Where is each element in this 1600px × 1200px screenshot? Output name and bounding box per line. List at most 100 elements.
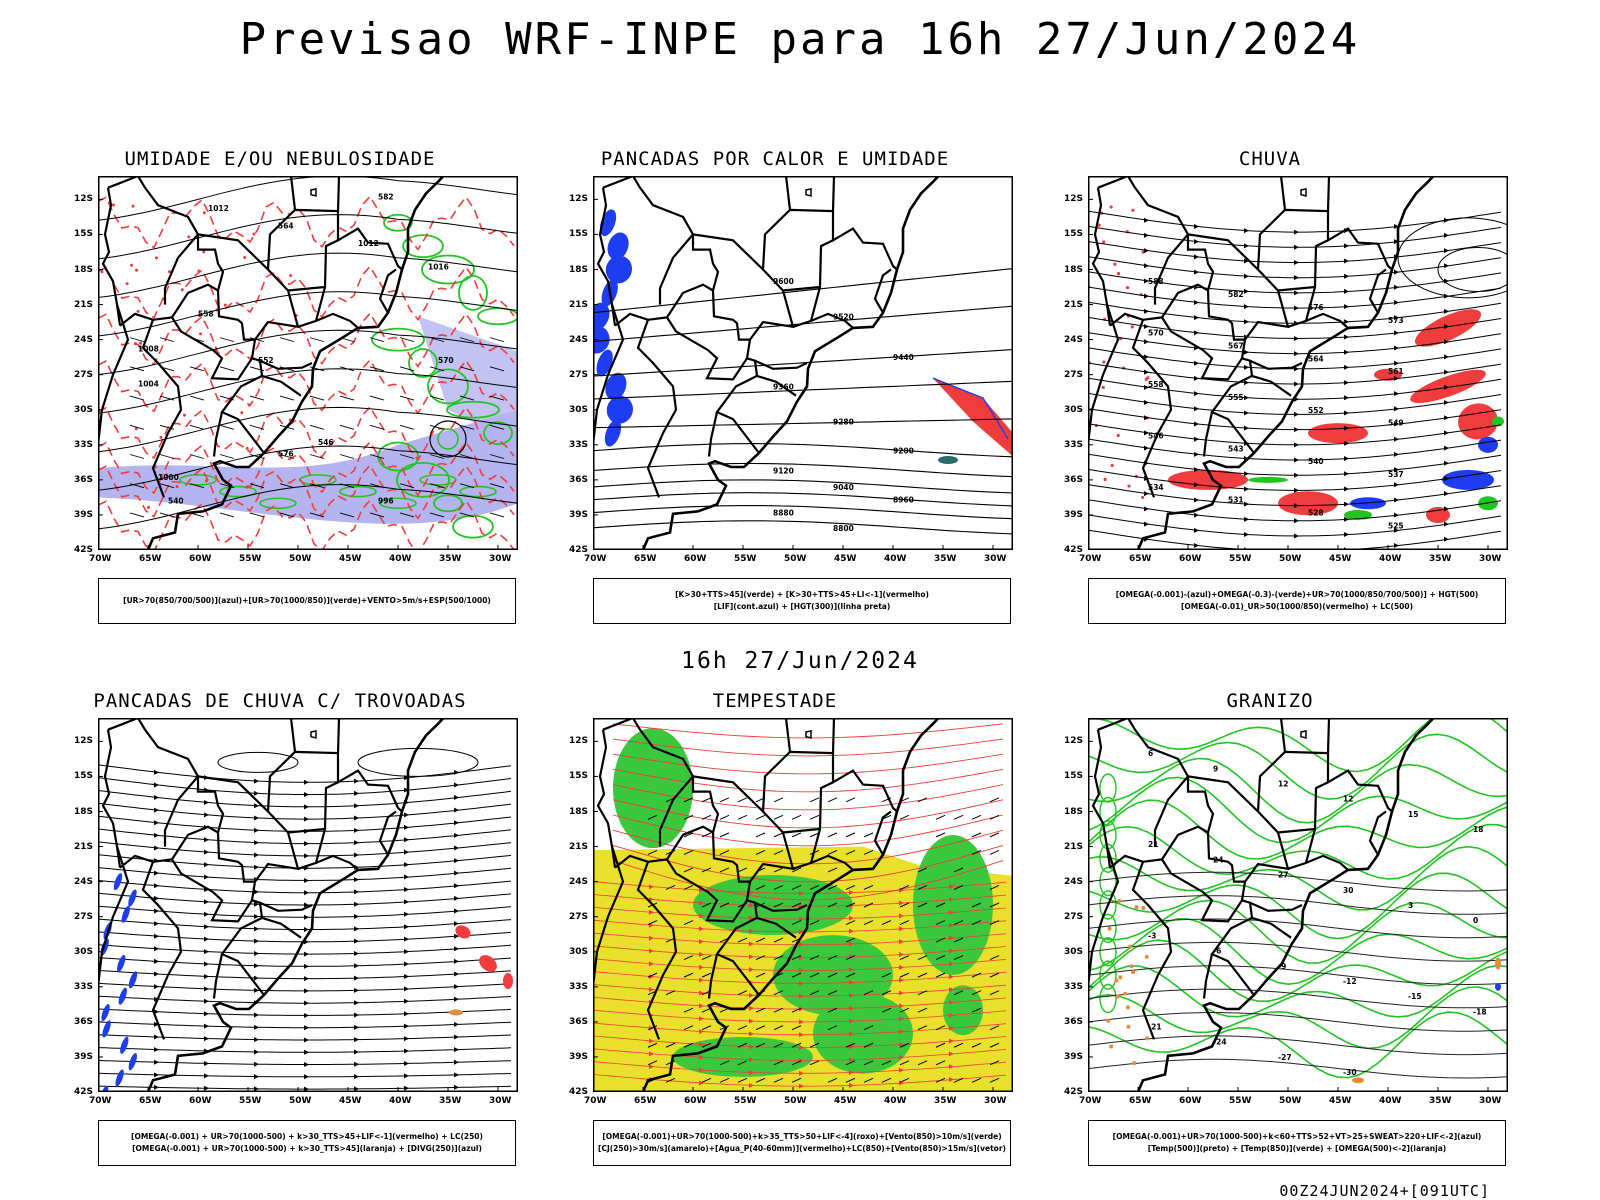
latitude-tick-label: 18S <box>569 807 588 817</box>
stream-arrow <box>1244 274 1249 279</box>
wind-vector <box>340 425 354 429</box>
lc250-streamline <box>358 748 478 776</box>
stream-arrow <box>1294 518 1299 523</box>
contour-label: 3 <box>1408 901 1413 910</box>
contour-label: 567 <box>1228 341 1244 350</box>
wind-vector-850 <box>972 815 981 819</box>
hgt300-contour <box>593 350 1013 377</box>
longitude-tick-label: 65W <box>139 1096 161 1106</box>
latitude-tick-label: 21S <box>74 300 93 310</box>
stream-arrow <box>154 1085 159 1090</box>
stream-arrow <box>454 1060 459 1065</box>
longitude-tick-label: 60W <box>684 554 706 564</box>
contour-label: 1012 <box>208 204 229 213</box>
humidity-speck <box>197 270 200 273</box>
map-content: 1012101210161008100410009965825765705645… <box>98 176 518 550</box>
wind-vector <box>430 425 444 429</box>
longitude-tick-label: 50W <box>289 1096 311 1106</box>
wind-vector-850 <box>864 833 873 837</box>
latitude-tick-label: 27S <box>74 912 93 922</box>
wind-vector <box>310 425 324 429</box>
hgt500-contour <box>1088 409 1501 430</box>
longitude-tick-label: 35W <box>934 554 956 564</box>
stream-arrow <box>254 865 259 870</box>
longitude-tick-label: 35W <box>439 554 461 564</box>
convection-area <box>449 1010 463 1016</box>
latitude-tick-label: 33S <box>569 982 588 992</box>
divergence-area <box>115 954 127 973</box>
humidity-speck <box>203 211 206 214</box>
wind-vector <box>190 396 204 400</box>
legend-line: [K>30+TTS>45](verde) + [K>30+TTS>45+LI<-… <box>675 589 929 601</box>
stream-arrow <box>1244 365 1249 370</box>
hgt500-contour <box>1438 248 1508 292</box>
stream-arrow <box>1194 452 1199 457</box>
latitude-tick-label: 12S <box>1064 736 1083 746</box>
wind-vector <box>400 367 414 371</box>
humidity-low-level-contour <box>453 516 493 538</box>
contour-label: 555 <box>1228 393 1244 402</box>
isobar <box>98 253 518 297</box>
longitude-tick-label: 45W <box>834 554 856 564</box>
stream-arrow <box>1444 248 1449 253</box>
stream-arrow <box>1394 300 1399 305</box>
legend-box: [OMEGA(-0.001)+UR>70(1000-500)+k<60+TTS>… <box>1088 1120 1506 1166</box>
latitude-tick-label: 30S <box>569 405 588 415</box>
longitude-tick-label: 65W <box>634 554 656 564</box>
stream-arrow <box>204 999 209 1004</box>
heat-convection-layer <box>593 207 1013 534</box>
latitude-tick-label: 27S <box>74 370 93 380</box>
stream-arrow <box>154 782 159 787</box>
stream-arrow <box>254 1062 259 1067</box>
rain-omega-area <box>1308 423 1368 443</box>
border-line <box>1155 776 1188 846</box>
stream-arrow <box>204 1086 209 1091</box>
stream-arrow <box>1144 233 1149 238</box>
stream-arrow <box>254 926 259 931</box>
stream-arrow <box>1444 430 1449 435</box>
latitude-tick-label: 27S <box>1064 370 1083 380</box>
omega500-area <box>1145 955 1149 959</box>
contour-label: 573 <box>1388 316 1404 325</box>
longitude-tick-label: 35W <box>1429 1096 1451 1106</box>
temp850-contour <box>1088 777 1508 842</box>
stream-arrow <box>1194 239 1199 244</box>
forecast-map <box>593 718 1013 1092</box>
stream-arrow <box>1344 319 1349 324</box>
stream-arrow <box>154 934 159 939</box>
hgt500-contour <box>1088 226 1501 247</box>
stream-arrow <box>354 877 359 882</box>
wind-vector <box>370 396 384 400</box>
stream-arrow <box>404 1024 409 1029</box>
omega500-area <box>1134 905 1138 909</box>
hgt500-contour <box>1088 454 1501 475</box>
stream-arrow <box>1194 376 1199 381</box>
contour-label: 9040 <box>833 483 854 492</box>
humidity-speck <box>202 250 205 253</box>
stream-arrow <box>354 1025 359 1030</box>
longitude-tick-label: 55W <box>734 1096 756 1106</box>
latitude-tick-label: 18S <box>1064 265 1083 275</box>
wind-vector <box>400 396 414 400</box>
omega500-area <box>1145 1036 1149 1040</box>
stream-arrow <box>254 976 259 981</box>
latitude-tick-label: 21S <box>569 842 588 852</box>
border-line <box>1155 234 1188 304</box>
humidity-speck <box>112 204 115 207</box>
legend-line: [CJ(250)>30m/s](amarelo)+[Agua_P(40-60mm… <box>598 1143 1006 1155</box>
stream-arrow <box>404 974 409 979</box>
stream-arrow <box>1244 502 1249 507</box>
stream-arrow <box>404 949 409 954</box>
longitude-tick-label: 45W <box>834 1096 856 1106</box>
humidity-speck <box>101 270 104 273</box>
stream-arrow <box>1144 248 1149 253</box>
stream-arrow <box>1144 446 1149 451</box>
stream-arrow <box>1444 354 1449 359</box>
forecast-time-subtitle: 16h 27/Jun/2024 <box>0 648 1600 674</box>
wind-vector-850 <box>720 833 729 837</box>
contour-label: 6 <box>1148 749 1153 758</box>
humidity-low-level-contour <box>372 329 424 351</box>
map-canvas <box>593 718 1013 1092</box>
wind-vector <box>160 455 174 459</box>
map-content: 9600952094409360928092009120904089608880… <box>593 176 1013 550</box>
